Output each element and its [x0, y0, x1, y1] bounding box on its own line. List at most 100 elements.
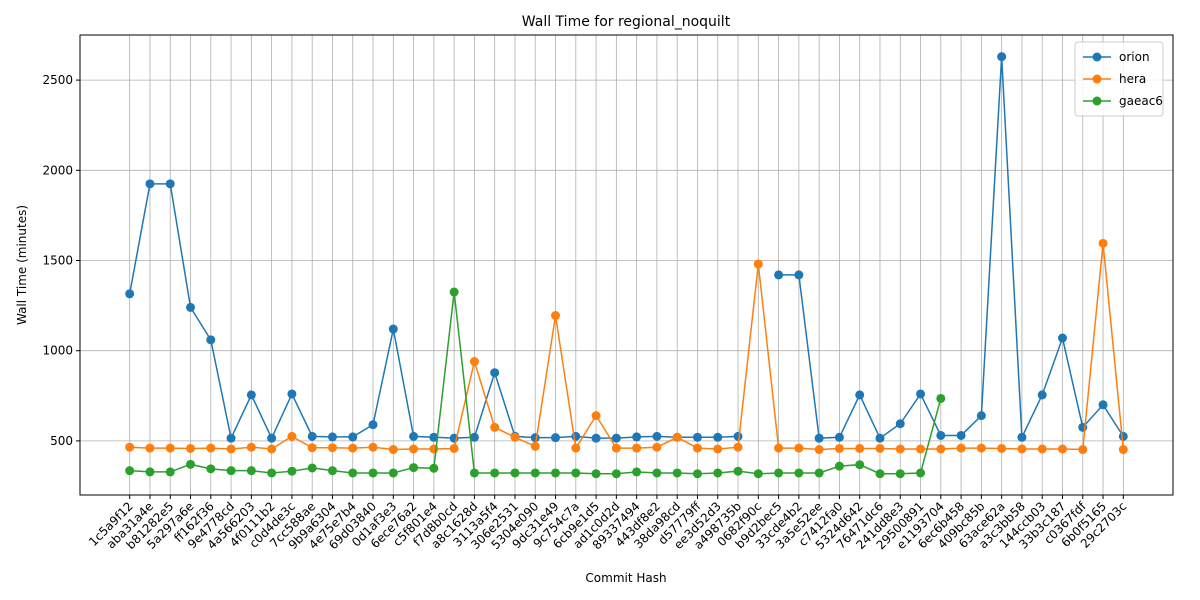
- data-point: [206, 335, 216, 345]
- data-point: [916, 389, 926, 399]
- data-point: [1118, 431, 1128, 441]
- data-point: [246, 390, 256, 400]
- legend-marker: [1092, 96, 1102, 106]
- data-point: [733, 466, 743, 476]
- data-point: [713, 432, 723, 442]
- data-point: [307, 443, 317, 453]
- data-point: [591, 469, 601, 479]
- data-point: [287, 431, 297, 441]
- data-point: [591, 411, 601, 421]
- data-point: [551, 433, 561, 443]
- data-point: [855, 460, 865, 470]
- data-point: [510, 432, 520, 442]
- data-point: [368, 442, 378, 452]
- data-point: [652, 431, 662, 441]
- data-point: [409, 444, 419, 454]
- data-point: [875, 433, 885, 443]
- data-point: [226, 466, 236, 476]
- data-point: [145, 467, 155, 477]
- data-point: [916, 444, 926, 454]
- data-point: [936, 444, 946, 454]
- data-point: [287, 389, 297, 399]
- data-point: [449, 443, 459, 453]
- data-point: [287, 466, 297, 476]
- legend-marker: [1092, 52, 1102, 62]
- data-point: [571, 443, 581, 453]
- data-point: [956, 430, 966, 440]
- data-point: [348, 443, 358, 453]
- legend-label: gaeac6: [1119, 94, 1163, 108]
- data-point: [226, 433, 236, 443]
- data-point: [1017, 432, 1027, 442]
- data-point: [348, 468, 358, 478]
- data-point: [368, 420, 378, 430]
- data-point: [165, 179, 175, 189]
- data-point: [956, 443, 966, 453]
- data-point: [774, 270, 784, 280]
- data-point: [1037, 444, 1047, 454]
- data-point: [469, 432, 479, 442]
- data-point: [368, 468, 378, 478]
- data-point: [814, 468, 824, 478]
- data-point: [936, 393, 946, 403]
- data-point: [855, 390, 865, 400]
- data-point: [125, 442, 135, 452]
- data-point: [1037, 390, 1047, 400]
- data-point: [794, 270, 804, 280]
- data-point: [530, 468, 540, 478]
- data-point: [327, 466, 337, 476]
- data-point: [733, 442, 743, 452]
- data-point: [145, 443, 155, 453]
- y-tick-label: 1000: [42, 344, 73, 358]
- data-point: [976, 443, 986, 453]
- data-point: [571, 468, 581, 478]
- data-point: [895, 419, 905, 429]
- data-point: [672, 432, 682, 442]
- data-point: [1078, 445, 1088, 455]
- data-point: [834, 461, 844, 471]
- data-point: [1017, 444, 1027, 454]
- data-point: [246, 442, 256, 452]
- data-point: [855, 443, 865, 453]
- data-point: [327, 432, 337, 442]
- data-point: [429, 463, 439, 473]
- data-point: [611, 433, 621, 443]
- legend-marker: [1092, 74, 1102, 84]
- data-point: [794, 468, 804, 478]
- data-point: [733, 431, 743, 441]
- data-point: [916, 468, 926, 478]
- data-point: [774, 443, 784, 453]
- data-point: [632, 432, 642, 442]
- y-axis-label: Wall Time (minutes): [15, 205, 29, 325]
- data-point: [348, 432, 358, 442]
- data-point: [1098, 238, 1108, 248]
- data-point: [611, 469, 621, 479]
- data-point: [1098, 400, 1108, 410]
- data-point: [186, 443, 196, 453]
- data-point: [753, 259, 763, 269]
- data-point: [327, 443, 337, 453]
- data-point: [125, 466, 135, 476]
- data-point: [530, 441, 540, 451]
- data-point: [429, 432, 439, 442]
- data-point: [246, 466, 256, 476]
- data-point: [814, 445, 824, 455]
- data-point: [267, 433, 277, 443]
- x-axis-label: Commit Hash: [585, 571, 666, 585]
- data-point: [713, 468, 723, 478]
- data-point: [307, 463, 317, 473]
- data-point: [976, 411, 986, 421]
- data-point: [145, 179, 155, 189]
- data-point: [875, 469, 885, 479]
- data-point: [895, 469, 905, 479]
- data-point: [692, 469, 702, 479]
- data-point: [652, 442, 662, 452]
- data-point: [551, 311, 561, 321]
- y-tick-label: 2000: [42, 163, 73, 177]
- data-point: [632, 443, 642, 453]
- data-point: [571, 431, 581, 441]
- plot-frame: [79, 34, 1174, 496]
- data-point: [307, 431, 317, 441]
- data-point: [388, 445, 398, 455]
- y-tick-label: 1500: [42, 253, 73, 267]
